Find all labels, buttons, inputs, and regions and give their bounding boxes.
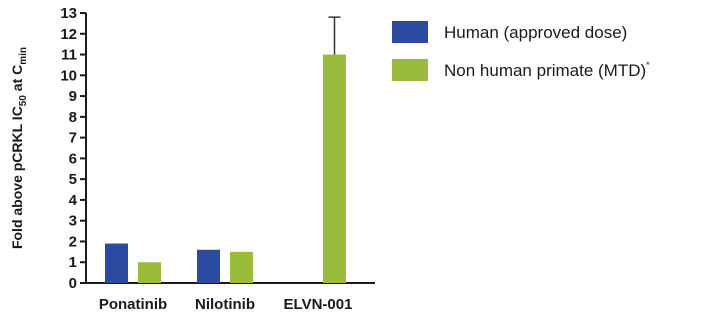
bar xyxy=(105,243,128,283)
y-tick-label: 0 xyxy=(69,275,77,292)
y-tick-label: 2 xyxy=(69,233,77,250)
legend-swatch xyxy=(392,21,428,43)
y-tick-label: 7 xyxy=(69,130,77,147)
y-tick-label: 13 xyxy=(60,5,77,22)
x-tick-label: ELVN-001 xyxy=(284,296,353,313)
bars xyxy=(105,16,346,284)
x-tick-label: Ponatinib xyxy=(99,296,167,313)
y-tick-label: 9 xyxy=(69,88,77,105)
bar xyxy=(138,262,161,283)
y-tick-label: 1 xyxy=(69,254,77,271)
y-tick-label: 8 xyxy=(69,109,77,126)
legend-label: Non human primate (MTD)* xyxy=(444,60,650,80)
y-tick-label: 4 xyxy=(69,192,78,209)
y-tick-label: 10 xyxy=(60,67,77,84)
y-tick-label: 12 xyxy=(60,26,77,43)
legend-swatch xyxy=(392,59,428,81)
y-tick-label: 3 xyxy=(69,213,77,230)
y-tick-label: 6 xyxy=(69,150,77,167)
legend: Human (approved dose) Non human primate (… xyxy=(392,21,650,81)
y-tick-label: 5 xyxy=(69,171,77,188)
y-axis-label: Fold above pCRKL IC50 at Cmin xyxy=(9,47,29,249)
y-tick-label: 11 xyxy=(61,47,77,64)
bar xyxy=(197,249,220,283)
bar xyxy=(230,251,253,283)
legend-label: Human (approved dose) xyxy=(444,23,627,42)
x-tick-label: Nilotinib xyxy=(195,296,255,313)
bar xyxy=(323,54,346,284)
